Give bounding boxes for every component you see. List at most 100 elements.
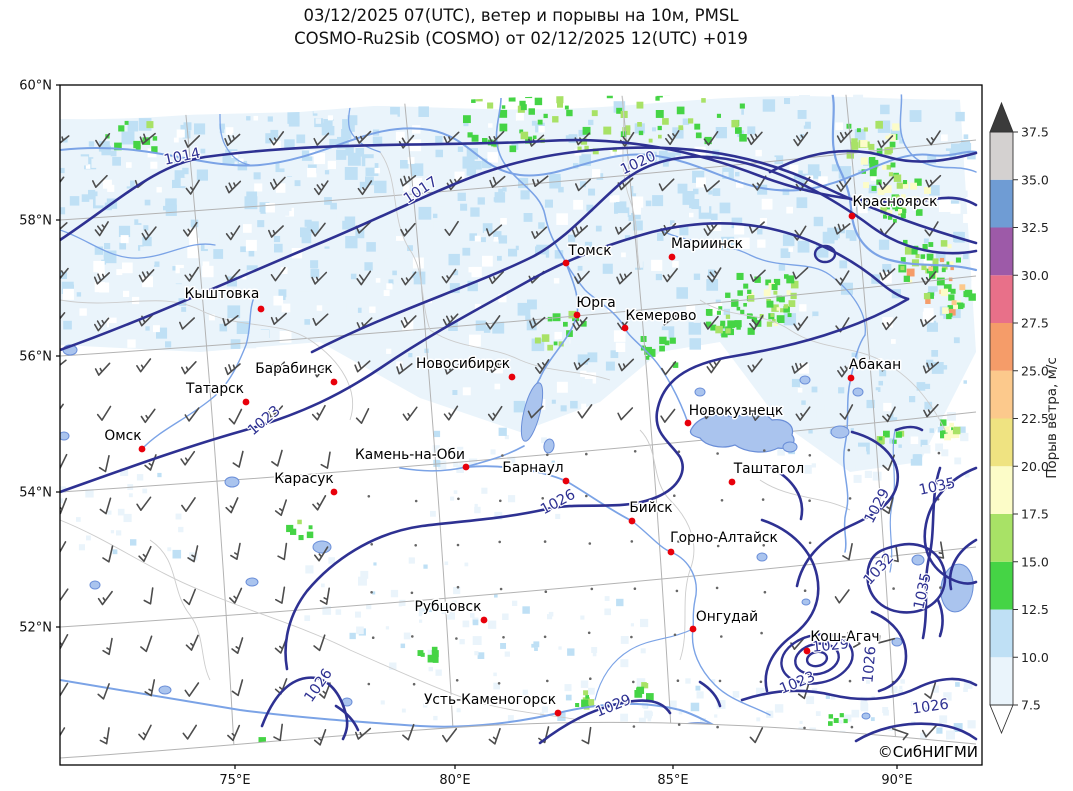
city-dot [330, 378, 338, 386]
city-label: Татарск [185, 381, 244, 397]
gust-pixel [807, 164, 820, 176]
calm-wind-dot [410, 591, 414, 595]
calm-wind-dot [677, 723, 681, 726]
gust-pixel [955, 111, 965, 122]
wind-barb [60, 588, 69, 602]
gust-pixel [676, 287, 688, 299]
city-label: Усть-Каменогорск [424, 692, 556, 708]
gust-pixel [743, 283, 749, 289]
gust-pixel [126, 162, 132, 168]
wind-barb [312, 495, 327, 511]
gust-pixel [142, 236, 152, 247]
gust-pixel [936, 727, 943, 734]
gust-pixel [720, 320, 726, 326]
calm-wind-dot [632, 725, 636, 728]
gust-pixel [556, 96, 564, 104]
gust-pixel [347, 147, 353, 153]
colorbar-tick-label: 30.0 [1021, 268, 1049, 283]
gust-pixel [693, 273, 701, 280]
gust-pixel [112, 138, 120, 146]
gust-pixel [512, 600, 518, 606]
gust-pixel [574, 344, 584, 354]
gust-pixel [685, 191, 694, 200]
wind-barb [180, 450, 196, 466]
gust-pixel [452, 390, 458, 395]
gust-pixel [267, 116, 273, 122]
wind-barb [224, 133, 241, 147]
gust-pixel [641, 682, 647, 688]
gust-pixel [591, 213, 598, 220]
gust-pixel [831, 417, 839, 426]
gust-pixel [459, 462, 464, 467]
figure-title-line2: COSMO-Ru2Sib (COSMO) от 02/12/2025 12(UT… [294, 29, 748, 48]
calm-wind-dot [543, 540, 547, 543]
gust-pixel [584, 145, 589, 151]
gust-pixel [200, 244, 208, 252]
calm-wind-dot [675, 589, 679, 593]
gust-pixel [278, 289, 287, 298]
gust-pixel [771, 304, 779, 312]
gust-pixel [899, 139, 904, 144]
gust-pixel [931, 350, 939, 357]
gust-pixel [146, 121, 154, 129]
gust-pixel [592, 148, 599, 155]
river [141, 294, 256, 450]
gust-pixel [652, 195, 664, 207]
gust-pixel [474, 503, 478, 508]
calm-wind-dot [543, 635, 547, 639]
gust-pixel [766, 321, 773, 327]
city-dot [573, 311, 581, 319]
gust-pixel [948, 313, 953, 317]
gust-pixel [889, 438, 895, 444]
gust-pixel [828, 714, 834, 719]
gust-pixel [536, 254, 546, 264]
gust-pixel [869, 161, 878, 170]
gust-pixel [829, 448, 839, 458]
city-dot [628, 517, 636, 525]
gust-pixel [888, 172, 894, 177]
gust-pixel [165, 198, 177, 210]
gust-pixel [604, 596, 610, 601]
gust-pixel [712, 188, 721, 196]
map-area: 1014101710201023102610261029103510291032… [60, 85, 981, 765]
wind-barb [749, 269, 766, 282]
wind-barb [271, 449, 283, 467]
gust-pixel [761, 198, 773, 210]
wind-barb [702, 406, 719, 420]
gust-pixel [80, 335, 88, 342]
graticule-parallel [60, 546, 977, 628]
wind-barb [572, 316, 588, 331]
gust-pixel [628, 215, 635, 222]
wind-barb [230, 542, 241, 560]
wind-barb [232, 450, 244, 468]
gust-pixel [943, 426, 950, 433]
gust-pixel [541, 437, 547, 444]
gust-pixel [846, 151, 854, 159]
gust-pixel [504, 435, 509, 440]
gust-pixel [604, 608, 612, 616]
gust-pixel [756, 717, 761, 722]
gust-pixel [180, 177, 189, 187]
gust-pixel [812, 316, 822, 326]
gust-pixel [925, 207, 932, 215]
gust-pixel [513, 400, 526, 413]
gust-pixel [349, 632, 356, 640]
lake [861, 712, 871, 720]
gust-pixel [791, 378, 801, 388]
gust-pixel [107, 510, 112, 515]
gust-pixel [696, 177, 707, 188]
isobar-line [768, 149, 978, 174]
wind-barb [661, 361, 677, 376]
gust-pixel [613, 330, 626, 342]
gust-pixel [104, 243, 111, 250]
gust-pixel [963, 291, 970, 297]
gust-pixel [79, 156, 89, 166]
colorbar-segment [990, 275, 1013, 323]
gust-pixel [670, 220, 675, 225]
wind-barb [924, 682, 937, 699]
wind-barb [102, 637, 113, 656]
gust-pixel [778, 264, 786, 271]
gust-pixel [844, 714, 852, 722]
calm-wind-dot [630, 635, 633, 639]
wind-barb [703, 222, 719, 236]
